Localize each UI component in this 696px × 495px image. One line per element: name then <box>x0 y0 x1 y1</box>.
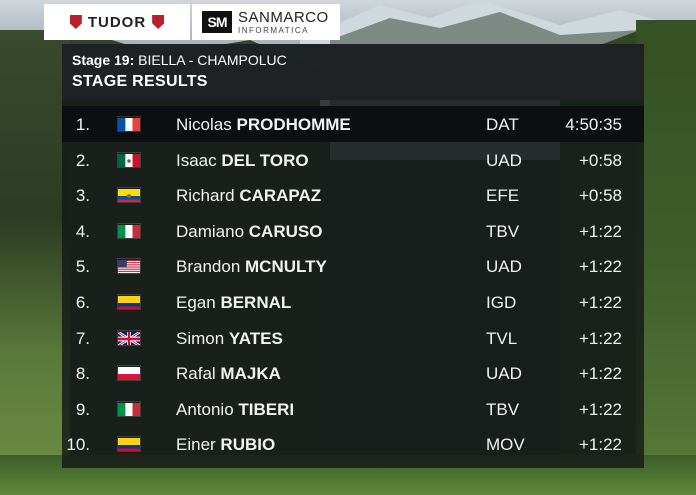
rank: 3. <box>75 186 90 206</box>
rank: 8. <box>75 364 90 384</box>
rider-last-name: YATES <box>228 328 283 348</box>
finish-time: +1:22 <box>578 292 622 312</box>
rider-last-name: DEL TORO <box>221 150 309 170</box>
mexico-flag-icon <box>118 153 140 167</box>
rider-name: Egan BERNAL <box>176 293 291 313</box>
table-row: 8. Rafal MAJKA UAD +1:22 <box>62 355 644 391</box>
rank: 1. <box>75 115 90 134</box>
sanmarco-logo: SM SANMARCO INFORMATICA <box>192 4 340 40</box>
team-code: UAD <box>486 257 522 277</box>
ecuador-flag-icon <box>118 188 140 203</box>
stage-line: Stage 19: BIELLA - CHAMPOLUC <box>72 52 287 68</box>
rider-last-name: CARUSO <box>248 221 323 241</box>
finish-time: +1:22 <box>578 399 622 419</box>
rank: 7. <box>75 328 90 348</box>
forest-left <box>0 30 70 495</box>
table-row: 5. Brandon MCNULTY UAD +1:22 <box>62 248 644 284</box>
finish-time: +1:22 <box>578 328 622 348</box>
rider-name: Rafal MAJKA <box>176 364 281 384</box>
rider-last-name: MAJKA <box>220 364 281 384</box>
results-table: 1. Nicolas PRODHOMME DAT 4:50:35 2. Isaac DEL… <box>62 106 644 462</box>
table-row: 7. Simon YATES TVL +1:22 <box>62 320 644 356</box>
rank: 4. <box>75 221 90 241</box>
rider-last-name: RUBIO <box>220 435 276 455</box>
rider-last-name: MCNULTY <box>245 257 327 277</box>
usa-flag-icon <box>118 259 140 274</box>
finish-time: +1:22 <box>578 221 622 241</box>
rank: 10. <box>66 435 90 455</box>
team-code: MOV <box>486 435 525 455</box>
team-code: TBV <box>486 221 520 241</box>
tudor-logo: TUDOR <box>44 4 190 40</box>
rank: 9. <box>75 399 90 419</box>
france-flag-icon <box>118 117 140 131</box>
table-row: 2. Isaac DEL TORO UAD +0:58 <box>62 142 644 178</box>
team-code: IGD <box>486 292 517 312</box>
tudor-shield-icon <box>69 15 82 29</box>
sanmarco-monogram: SM <box>202 11 232 33</box>
rider-name: Isaac DEL TORO <box>176 151 309 171</box>
sponsor-bar: TUDOR SM SANMARCO INFORMATICA <box>44 4 340 40</box>
rider-name: Richard CARAPAZ <box>176 186 321 206</box>
page-title: STAGE RESULTS <box>72 73 208 90</box>
stage-label: Stage 19: <box>72 52 135 68</box>
rider-name: Antonio TIBERI <box>176 400 294 420</box>
finish-time: +0:58 <box>578 150 622 170</box>
rank: 6. <box>75 292 90 312</box>
rank: 5. <box>75 257 90 277</box>
sanmarco-subtitle: INFORMATICA <box>238 25 310 35</box>
uk-flag-icon <box>118 330 140 345</box>
rider-first-name: Damiano <box>176 221 245 241</box>
rider-first-name: Brandon <box>176 257 241 277</box>
team-code: EFE <box>486 186 520 206</box>
team-code: UAD <box>486 150 522 170</box>
rider-name: Nicolas PRODHOMME <box>176 115 351 135</box>
table-row: 4. Damiano CARUSO TBV +1:22 <box>62 213 644 249</box>
rider-name: Einer RUBIO <box>176 435 275 455</box>
rider-first-name: Egan <box>176 292 216 312</box>
finish-time: +1:22 <box>578 257 622 277</box>
sanmarco-words: SANMARCO INFORMATICA <box>238 10 329 35</box>
table-row: 10. Einer RUBIO MOV +1:22 <box>62 426 644 462</box>
table-row: 6. Egan BERNAL IGD +1:22 <box>62 284 644 320</box>
sanmarco-name: SANMARCO <box>238 8 329 26</box>
tudor-shield-icon <box>152 15 165 29</box>
rider-first-name: Nicolas <box>176 115 232 134</box>
forest-right <box>636 20 696 495</box>
rider-last-name: CARAPAZ <box>239 186 322 206</box>
rider-first-name: Isaac <box>176 150 217 170</box>
italy-flag-icon <box>118 402 140 416</box>
rider-first-name: Einer <box>176 435 216 455</box>
team-code: TVL <box>486 328 518 348</box>
italy-flag-icon <box>118 224 140 238</box>
rider-first-name: Simon <box>176 328 225 348</box>
finish-time: +1:22 <box>578 364 622 384</box>
finish-time: 4:50:35 <box>565 115 622 134</box>
colombia-flag-icon <box>118 437 140 452</box>
tudor-wordmark: TUDOR <box>87 13 147 31</box>
rider-last-name: PRODHOMME <box>236 115 351 134</box>
rider-last-name: BERNAL <box>220 292 292 312</box>
rider-first-name: Rafal <box>176 364 216 384</box>
team-code: UAD <box>486 364 522 384</box>
stage-route: BIELLA - CHAMPOLUC <box>138 52 287 68</box>
table-row: 9. Antonio TIBERI TBV +1:22 <box>62 391 644 427</box>
team-code: DAT <box>486 115 519 134</box>
rider-name: Brandon MCNULTY <box>176 257 327 277</box>
colombia-flag-icon <box>118 295 140 309</box>
finish-time: +0:58 <box>578 186 622 206</box>
rider-first-name: Richard <box>176 186 235 206</box>
poland-flag-icon <box>118 366 140 381</box>
rider-name: Simon YATES <box>176 329 283 349</box>
rank: 2. <box>75 150 90 170</box>
table-row: 1. Nicolas PRODHOMME DAT 4:50:35 <box>62 106 644 142</box>
table-row: 3. Richard CARAPAZ EFE +0:58 <box>62 177 644 213</box>
results-header: Stage 19: BIELLA - CHAMPOLUC STAGE RESUL… <box>62 44 644 100</box>
rider-last-name: TIBERI <box>238 399 295 419</box>
rider-first-name: Antonio <box>176 399 234 419</box>
team-code: TBV <box>486 399 520 419</box>
finish-time: +1:22 <box>578 435 622 455</box>
rider-name: Damiano CARUSO <box>176 222 322 242</box>
